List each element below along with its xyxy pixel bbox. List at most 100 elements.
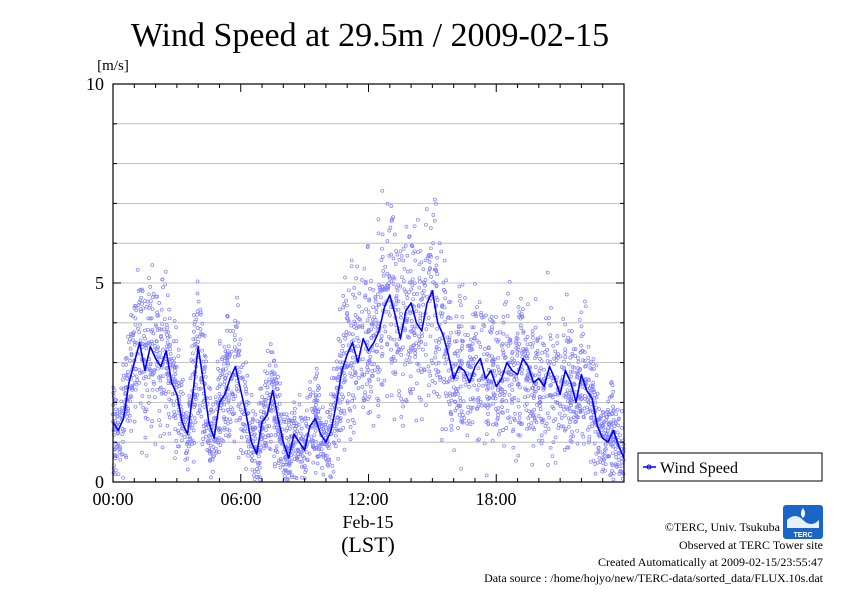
data-point [324,458,329,463]
data-point [436,369,440,374]
data-point [542,367,546,372]
data-point [287,422,291,427]
data-point [592,390,597,394]
data-point [258,477,262,482]
data-point [517,412,522,416]
data-point [383,264,388,269]
data-point [498,387,503,391]
data-point [174,365,179,369]
data-point [521,349,526,354]
data-point [472,383,477,388]
data-point [588,402,593,407]
data-point [510,397,515,401]
data-point [423,342,428,347]
data-point [532,416,537,421]
data-point [427,260,432,264]
data-point [593,462,598,466]
data-point [334,433,338,438]
data-point [515,331,520,336]
data-point [353,313,358,317]
data-point [587,434,592,439]
data-point [508,372,513,377]
data-point [555,375,559,380]
data-point [311,390,315,395]
data-point [150,341,155,346]
data-point [229,349,234,354]
data-point [411,331,416,335]
data-point [319,442,324,447]
data-point [565,388,570,393]
data-point [575,428,579,433]
data-point [434,295,439,300]
data-point [192,402,196,407]
data-point [507,383,512,388]
data-point [508,360,512,365]
data-point [150,263,155,267]
data-point [417,395,422,400]
data-point [589,383,593,388]
data-point [377,285,382,290]
data-point [539,433,544,438]
data-point [460,282,465,287]
data-point [164,372,169,376]
data-point [375,349,379,354]
data-point [613,421,618,425]
data-point [281,463,286,467]
data-point [119,414,124,418]
data-point [491,391,496,396]
data-point [200,430,205,435]
data-point [120,452,125,457]
data-point [252,473,256,478]
data-point [271,379,276,383]
data-point [535,352,540,357]
data-point [568,390,572,395]
data-point [239,435,244,440]
data-point [209,408,213,413]
data-point [346,288,351,293]
data-point [471,361,476,366]
data-point [137,330,142,335]
data-point [142,334,146,338]
data-point [494,422,499,427]
data-point [576,366,581,370]
data-point [273,363,278,368]
data-point [286,462,291,467]
data-point [611,390,616,394]
data-point [138,322,142,327]
data-point [468,348,472,353]
data-point [166,329,171,334]
data-point [156,366,160,371]
data-point [581,414,586,419]
data-point [294,424,299,428]
data-point [573,354,578,358]
data-point [446,379,451,384]
data-point [243,380,247,384]
data-point [616,458,621,462]
data-point [171,374,176,379]
data-point [173,365,177,369]
data-point [385,272,390,276]
data-point [401,423,405,428]
data-point [357,376,361,380]
data-point [191,337,196,342]
data-point [211,402,215,407]
data-point [524,348,529,353]
data-point [606,408,610,412]
data-point [257,461,262,465]
data-point [538,407,543,412]
data-point [418,248,423,253]
data-point [574,410,579,415]
data-point [520,367,525,372]
data-point [236,455,241,460]
data-point [533,297,538,301]
data-point [223,376,227,380]
data-point [357,291,362,296]
data-point [320,466,324,470]
data-point [173,377,177,382]
data-point [223,420,228,425]
data-point [202,405,207,409]
data-point [567,406,572,411]
data-point [532,394,536,398]
data-point [216,440,221,445]
data-point [194,317,199,322]
